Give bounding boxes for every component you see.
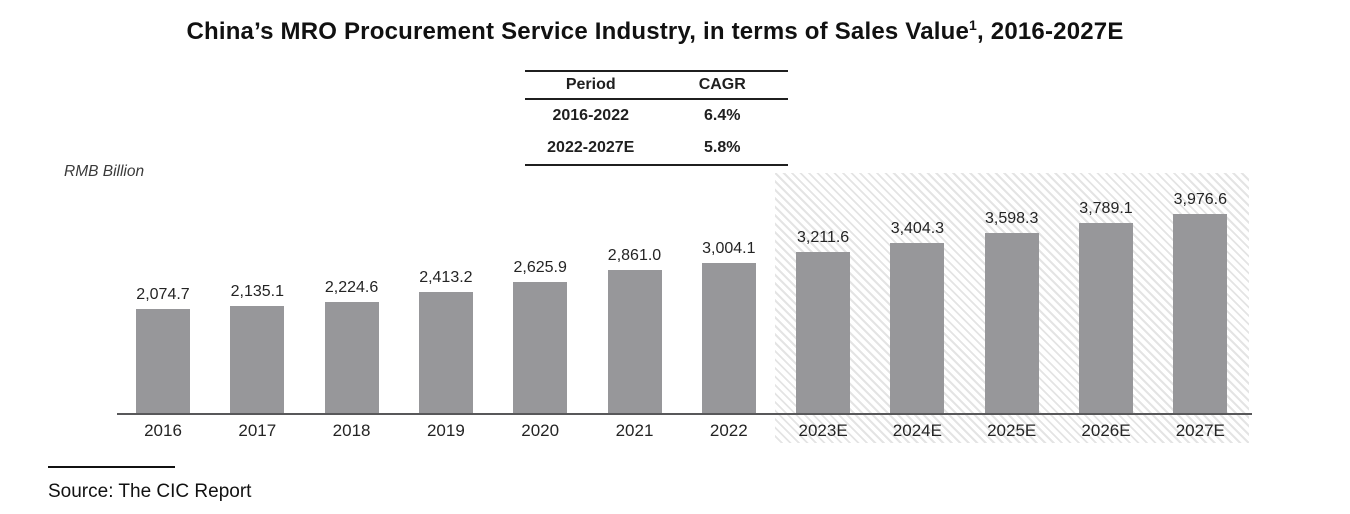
cagr-table-header-row: Period CAGR [525, 72, 788, 100]
x-axis-label: 2017 [238, 421, 277, 440]
x-axis-label: 2027E [1175, 421, 1225, 440]
bar-2021 [607, 270, 662, 413]
bar-value-label: 2,625.9 [513, 259, 567, 276]
bar-value-label: 2,861.0 [607, 247, 662, 264]
chart-title-text: China’s MRO Procurement Service Industry… [186, 18, 970, 45]
cagr-table-row: 2022-2027E 5.8% [525, 132, 788, 164]
x-axis-label: 2019 [426, 421, 465, 440]
cagr-table-header-period: Period [565, 76, 616, 93]
bar-2020 [513, 282, 568, 413]
bar-value-label: 2,413.2 [419, 269, 473, 286]
bar-value-label: 3,404.3 [890, 220, 945, 237]
y-axis-unit-label: RMB Billion [64, 163, 145, 180]
bar-value-label: 2,135.1 [230, 283, 284, 300]
bar-2018 [324, 302, 379, 413]
x-axis-label: 2020 [521, 421, 560, 440]
x-axis-label: 2024E [892, 421, 942, 440]
bar-value-label: 2,224.6 [324, 279, 379, 296]
footnote-rule [48, 466, 175, 468]
title-footnote-marker: 1 [969, 17, 978, 33]
x-axis-line [117, 413, 1252, 415]
source-citation: Source: The CIC Report [48, 481, 252, 502]
bar-2019 [418, 292, 473, 413]
bar-value-label: 3,211.6 [796, 229, 850, 246]
x-axis-label: 2026E [1081, 421, 1131, 440]
bar-2022 [701, 263, 756, 413]
bar-2026E [1079, 223, 1133, 413]
bar-value-label: 3,004.1 [702, 240, 756, 257]
chart-title: China’s MRO Procurement Service Industry… [0, 18, 1310, 46]
cagr-period-value: 2016-2022 [552, 107, 629, 124]
bar-value-label: 3,789.1 [1079, 200, 1133, 217]
x-axis-label: 2022 [709, 421, 748, 440]
bar-2023E [796, 252, 851, 413]
x-axis-label: 2023E [798, 421, 848, 440]
cagr-table-row: 2016-2022 6.4% [525, 100, 788, 132]
x-axis-label: 2021 [615, 421, 654, 440]
bar-2024E [890, 243, 945, 413]
bar-value-label: 3,598.3 [984, 210, 1039, 227]
bar-2025E [984, 233, 1039, 413]
cagr-rate-value: 6.4% [704, 107, 741, 124]
cagr-table: Period CAGR 2016-2022 6.4% 2022-2027E 5.… [525, 70, 788, 166]
chart-title-range: , 2016-2027E [977, 18, 1124, 45]
bar-2027E [1173, 214, 1228, 413]
bar-2016 [136, 309, 190, 413]
x-axis-label: 2025E [987, 421, 1037, 440]
bar-value-label: 3,976.6 [1173, 191, 1227, 208]
cagr-period-value: 2022-2027E [547, 139, 635, 156]
x-axis-label: 2018 [332, 421, 371, 440]
cagr-rate-value: 5.8% [704, 139, 741, 156]
bar-value-label: 2,074.7 [136, 286, 190, 303]
bar-2017 [230, 306, 285, 413]
x-axis-label: 2016 [144, 421, 182, 440]
cagr-table-header-cagr: CAGR [698, 76, 746, 93]
